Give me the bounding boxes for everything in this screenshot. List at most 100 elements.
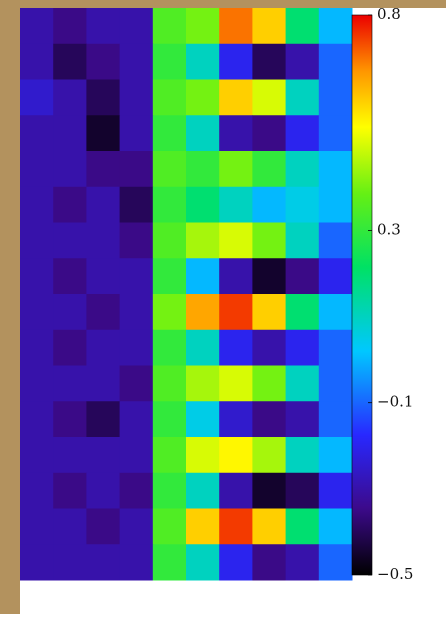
cell — [119, 115, 154, 152]
cell — [20, 508, 54, 545]
cell — [53, 8, 87, 45]
cell — [152, 115, 187, 152]
cell — [219, 401, 253, 438]
cell — [219, 329, 253, 366]
cell — [285, 544, 320, 581]
cell — [219, 437, 253, 474]
cell — [219, 365, 253, 402]
cell — [186, 222, 220, 259]
cell — [119, 222, 154, 259]
cell — [219, 222, 253, 259]
cell — [119, 8, 154, 45]
cell — [318, 8, 353, 45]
cell — [285, 186, 320, 223]
cell — [186, 472, 220, 509]
cell — [20, 401, 54, 438]
cell — [252, 258, 287, 295]
cell — [285, 401, 320, 438]
cell — [219, 472, 253, 509]
cell — [318, 294, 353, 331]
cell — [152, 401, 187, 438]
cell — [152, 43, 187, 80]
cell — [252, 8, 287, 45]
cell — [86, 437, 121, 474]
cell — [86, 329, 121, 366]
cell — [119, 365, 154, 402]
cell — [86, 401, 121, 438]
cell — [86, 43, 121, 80]
cell — [119, 43, 154, 80]
cell — [252, 365, 287, 402]
cell — [285, 437, 320, 474]
cell — [186, 401, 220, 438]
cell — [152, 79, 187, 116]
cell — [119, 186, 154, 223]
cell — [86, 222, 121, 259]
cell — [86, 115, 121, 152]
cell — [252, 437, 287, 474]
cell — [318, 365, 353, 402]
cell — [285, 8, 320, 45]
cell — [53, 258, 87, 295]
cell — [219, 258, 253, 295]
cell — [20, 365, 54, 402]
cell — [119, 329, 154, 366]
cell — [186, 8, 220, 45]
cell — [285, 365, 320, 402]
cell — [152, 8, 187, 45]
cell — [86, 8, 121, 45]
cell — [53, 437, 87, 474]
cell — [152, 329, 187, 366]
cell — [285, 222, 320, 259]
cell — [152, 294, 187, 331]
cell — [20, 329, 54, 366]
cell — [318, 115, 353, 152]
cell — [285, 79, 320, 116]
cell — [119, 79, 154, 116]
cell — [186, 43, 220, 80]
cell — [252, 79, 287, 116]
cell — [318, 508, 353, 545]
cell — [53, 329, 87, 366]
cell — [318, 329, 353, 366]
cell — [53, 43, 87, 80]
cell — [285, 329, 320, 366]
cell — [20, 437, 54, 474]
cell — [285, 115, 320, 152]
cell — [186, 437, 220, 474]
colorbar-tick-label: −0.5 — [377, 565, 413, 583]
cell — [285, 472, 320, 509]
cell — [285, 151, 320, 188]
cell — [152, 222, 187, 259]
cell — [186, 79, 220, 116]
cell — [318, 151, 353, 188]
cell — [252, 329, 287, 366]
cell — [219, 508, 253, 545]
cell — [53, 79, 87, 116]
cell — [285, 508, 320, 545]
cell — [252, 544, 287, 581]
cell — [86, 472, 121, 509]
cell — [152, 437, 187, 474]
colorbar-tick-label: −0.1 — [377, 393, 413, 411]
cell — [186, 508, 220, 545]
cell — [119, 151, 154, 188]
cell — [318, 222, 353, 259]
cell — [152, 258, 187, 295]
cell — [252, 186, 287, 223]
cell — [20, 8, 54, 45]
cell — [252, 401, 287, 438]
cell — [252, 222, 287, 259]
cell — [186, 258, 220, 295]
cell — [53, 294, 87, 331]
colorbar-tick-label: 0.8 — [377, 5, 401, 23]
cell — [20, 294, 54, 331]
cell — [53, 401, 87, 438]
cell — [20, 115, 54, 152]
cell — [252, 151, 287, 188]
cell — [119, 472, 154, 509]
colorbar — [351, 14, 373, 576]
cell — [119, 401, 154, 438]
cell — [318, 437, 353, 474]
